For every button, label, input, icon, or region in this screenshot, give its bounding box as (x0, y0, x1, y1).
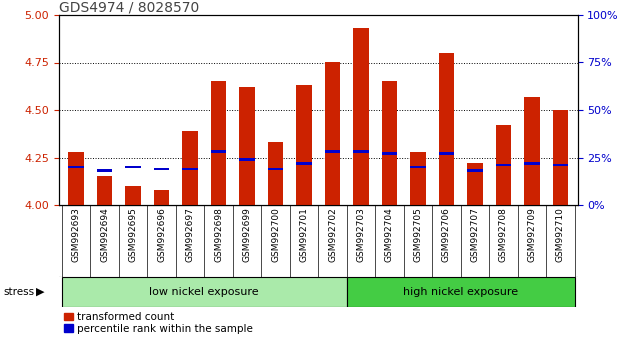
Bar (239, 87, 255, 205)
Bar (296, 162, 312, 165)
Bar (182, 131, 198, 205)
Text: GSM992695: GSM992695 (129, 207, 138, 262)
Text: GSM992699: GSM992699 (243, 207, 252, 262)
Bar (97, 170, 112, 172)
Bar (268, 167, 283, 170)
Bar (68, 166, 84, 169)
Bar (211, 150, 227, 153)
Text: GSM992702: GSM992702 (328, 207, 337, 262)
Bar (125, 166, 141, 169)
Bar (347, 277, 574, 307)
Text: stress: stress (3, 287, 34, 297)
Bar (438, 152, 455, 155)
Text: GSM992710: GSM992710 (556, 207, 565, 262)
Bar (410, 166, 426, 169)
Bar (325, 150, 340, 153)
Bar (382, 152, 397, 155)
Text: GSM992704: GSM992704 (385, 207, 394, 262)
Legend: transformed count, percentile rank within the sample: transformed count, percentile rank withi… (64, 312, 253, 334)
Bar (524, 162, 540, 165)
Text: GSM992700: GSM992700 (271, 207, 280, 262)
Bar (553, 110, 568, 205)
Bar (68, 152, 84, 205)
Bar (182, 167, 198, 170)
Bar (211, 81, 227, 205)
Bar (382, 81, 397, 205)
Bar (467, 170, 483, 172)
Bar (353, 150, 369, 153)
Bar (496, 164, 511, 166)
Bar (496, 125, 511, 205)
Text: ▶: ▶ (36, 287, 45, 297)
Text: GSM992709: GSM992709 (527, 207, 537, 262)
Bar (296, 85, 312, 205)
Bar (553, 164, 568, 166)
Text: GSM992693: GSM992693 (71, 207, 81, 262)
Text: GSM992708: GSM992708 (499, 207, 508, 262)
Bar (467, 163, 483, 205)
Text: low nickel exposure: low nickel exposure (150, 287, 259, 297)
Bar (239, 158, 255, 161)
Text: GSM992694: GSM992694 (100, 207, 109, 262)
Bar (125, 186, 141, 205)
Bar (154, 167, 170, 170)
Text: GSM992698: GSM992698 (214, 207, 223, 262)
Text: GDS4974 / 8028570: GDS4974 / 8028570 (59, 0, 199, 15)
Text: GSM992697: GSM992697 (186, 207, 194, 262)
Bar (325, 63, 340, 205)
Bar (353, 28, 369, 205)
Bar (438, 53, 455, 205)
Text: GSM992706: GSM992706 (442, 207, 451, 262)
Text: GSM992707: GSM992707 (471, 207, 479, 262)
Text: GSM992703: GSM992703 (356, 207, 366, 262)
Bar (97, 177, 112, 205)
Bar (410, 152, 426, 205)
Text: high nickel exposure: high nickel exposure (403, 287, 519, 297)
Bar (154, 190, 170, 205)
Text: GSM992701: GSM992701 (299, 207, 309, 262)
Bar (268, 142, 283, 205)
Bar (62, 277, 347, 307)
Text: GSM992696: GSM992696 (157, 207, 166, 262)
Text: GSM992705: GSM992705 (414, 207, 422, 262)
Bar (524, 97, 540, 205)
